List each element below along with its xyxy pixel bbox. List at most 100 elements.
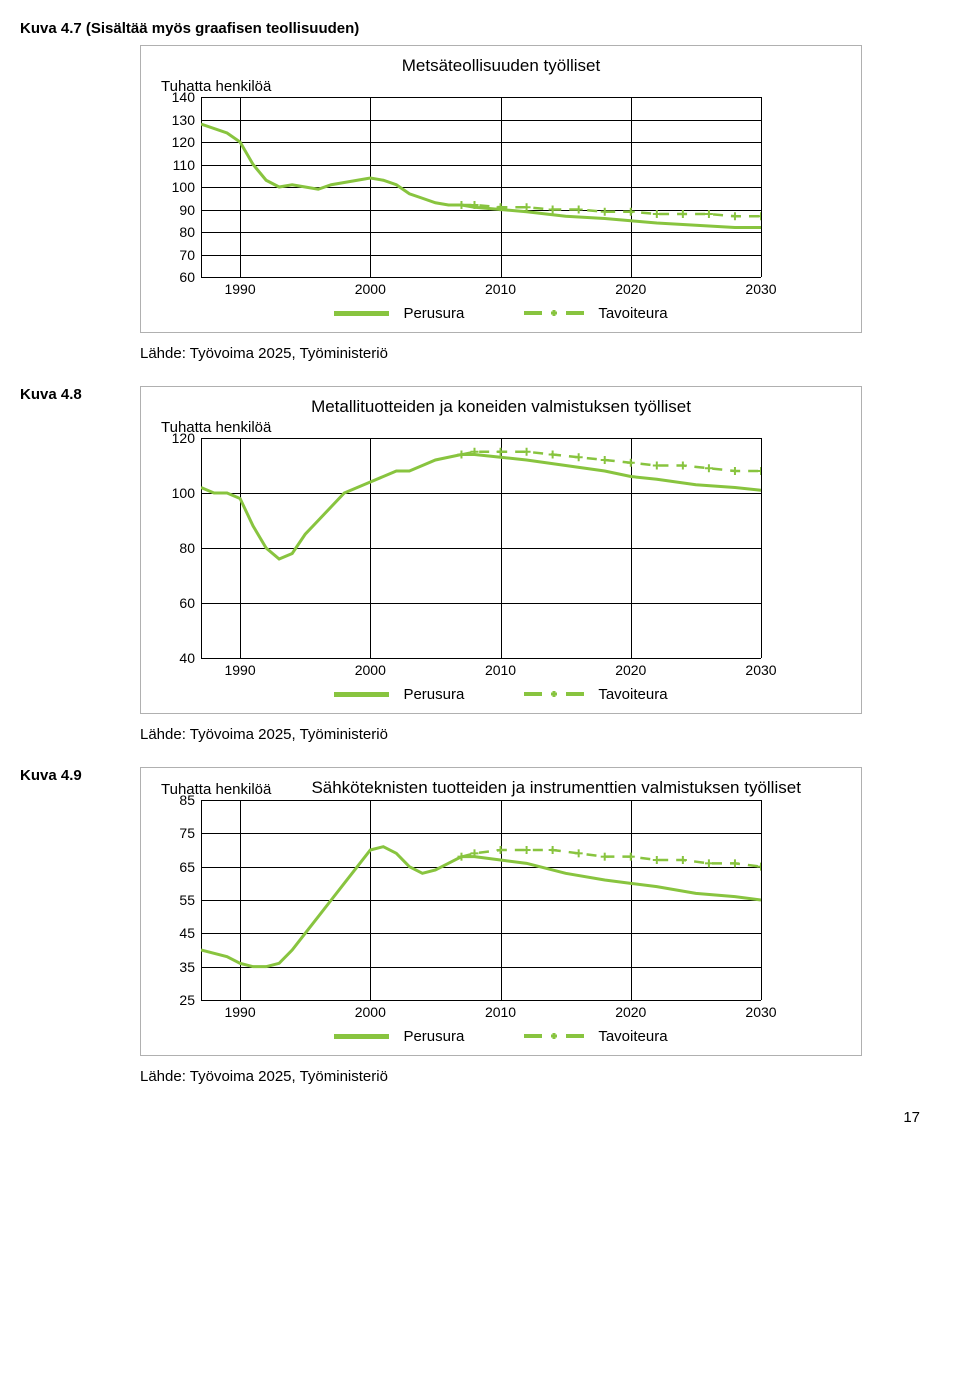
tavoiteura-marker (601, 208, 609, 216)
series-perusura (201, 124, 761, 228)
series-svg (201, 800, 761, 1000)
tavoiteura-marker (457, 201, 465, 209)
legend-label: Perusura (403, 686, 464, 703)
source-48: Lähde: Työvoima 2025, Työministeriö (140, 726, 940, 743)
y-tick-label: 60 (179, 595, 201, 611)
legend-item-tavoiteura: Tavoiteura (524, 1028, 667, 1045)
x-tick-label: 1990 (224, 277, 255, 297)
plot-area: 2535455565758519902000201020202030 (201, 800, 761, 1000)
legend-label: Tavoiteura (598, 686, 667, 703)
legend-item-perusura: Perusura (334, 1028, 464, 1045)
x-tick-label: 2000 (355, 277, 386, 297)
chart-box-48: Metallituotteiden ja koneiden valmistuks… (140, 386, 862, 714)
tavoiteura-marker (601, 456, 609, 464)
y-axis-label: Tuhatta henkilöä (161, 781, 271, 798)
y-tick-label: 110 (173, 157, 201, 173)
tavoiteura-marker (731, 859, 739, 867)
series-tavoiteura (461, 850, 761, 867)
chart-box-47: Metsäteollisuuden työlliset Tuhatta henk… (140, 45, 862, 333)
tavoiteura-marker (731, 212, 739, 220)
tavoiteura-marker (679, 856, 687, 864)
grid-line-h (201, 658, 761, 659)
legend-item-perusura: Perusura (334, 686, 464, 703)
tavoiteura-marker (653, 210, 661, 218)
tavoiteura-marker (757, 212, 761, 220)
plot-area: 6070809010011012013014019902000201020202… (201, 97, 761, 277)
legend: Perusura Tavoiteura (161, 1028, 841, 1045)
legend-item-perusura: Perusura (334, 305, 464, 322)
perusura-swatch (334, 692, 389, 697)
tavoiteura-marker (757, 863, 761, 871)
y-tick-label: 45 (179, 925, 201, 941)
tavoiteura-marker (523, 846, 531, 854)
y-tick-label: 120 (172, 134, 201, 150)
x-tick-label: 2000 (355, 658, 386, 678)
x-tick-label: 2010 (485, 1000, 516, 1020)
y-tick-label: 140 (172, 89, 201, 105)
tavoiteura-marker (627, 853, 635, 861)
y-tick-label: 70 (179, 247, 201, 263)
y-tick-label: 90 (179, 202, 201, 218)
tavoiteura-marker (679, 210, 687, 218)
tavoiteura-marker (679, 462, 687, 470)
page-number: 17 (20, 1109, 940, 1126)
tavoiteura-marker (497, 448, 505, 456)
y-tick-label: 60 (179, 269, 201, 285)
tavoiteura-marker (653, 462, 661, 470)
tavoiteura-marker (757, 467, 761, 475)
tavoiteura-marker (627, 208, 635, 216)
legend-item-tavoiteura: Tavoiteura (524, 305, 667, 322)
legend: Perusura Tavoiteura (161, 305, 841, 322)
tavoiteura-marker (549, 451, 557, 459)
x-tick-label: 2020 (615, 1000, 646, 1020)
y-tick-label: 80 (179, 540, 201, 556)
x-tick-label: 2020 (615, 277, 646, 297)
legend-label: Tavoiteura (598, 1028, 667, 1045)
chart-title: Metallituotteiden ja koneiden valmistuks… (161, 397, 841, 417)
y-tick-label: 130 (172, 112, 201, 128)
tavoiteura-marker (627, 459, 635, 467)
y-tick-label: 120 (172, 430, 201, 446)
x-tick-label: 2020 (615, 658, 646, 678)
series-tavoiteura (461, 452, 761, 471)
figure-label-49: Kuva 4.9 (20, 767, 140, 784)
y-tick-label: 40 (179, 650, 201, 666)
tavoiteura-marker (575, 206, 583, 214)
tavoiteura-marker (549, 206, 557, 214)
x-tick-label: 2000 (355, 1000, 386, 1020)
y-tick-label: 100 (172, 179, 201, 195)
y-axis-label: Tuhatta henkilöä (161, 78, 841, 95)
perusura-swatch (334, 311, 389, 316)
tavoiteura-marker (705, 210, 713, 218)
perusura-swatch (334, 1034, 389, 1039)
series-perusura (201, 847, 761, 967)
y-tick-label: 35 (179, 959, 201, 975)
tavoiteura-marker (601, 853, 609, 861)
chart-title: Sähköteknisten tuotteiden ja instrumentt… (271, 778, 841, 798)
tavoiteura-marker (705, 464, 713, 472)
y-tick-label: 85 (179, 792, 201, 808)
source-47: Lähde: Työvoima 2025, Työministeriö (140, 345, 940, 362)
tavoiteura-marker (457, 451, 465, 459)
legend-item-tavoiteura: Tavoiteura (524, 686, 667, 703)
tavoiteura-swatch (524, 1028, 584, 1045)
tavoiteura-marker (653, 856, 661, 864)
tavoiteura-marker (523, 448, 531, 456)
x-tick-label: 2010 (485, 277, 516, 297)
tavoiteura-marker (497, 846, 505, 854)
x-tick-label: 2030 (745, 277, 776, 297)
x-tick-label: 2010 (485, 658, 516, 678)
y-tick-label: 65 (179, 859, 201, 875)
legend-label: Tavoiteura (598, 305, 667, 322)
y-tick-label: 25 (179, 992, 201, 1008)
tavoiteura-marker (549, 846, 557, 854)
grid-line-h (201, 277, 761, 278)
tavoiteura-swatch (524, 686, 584, 703)
legend-label: Perusura (403, 1028, 464, 1045)
x-tick-label: 1990 (224, 1000, 255, 1020)
figure-label-48: Kuva 4.8 (20, 386, 140, 403)
chart-title: Metsäteollisuuden työlliset (161, 56, 841, 76)
x-tick-label: 1990 (224, 658, 255, 678)
tavoiteura-swatch (524, 305, 584, 322)
x-tick-label: 2030 (745, 658, 776, 678)
